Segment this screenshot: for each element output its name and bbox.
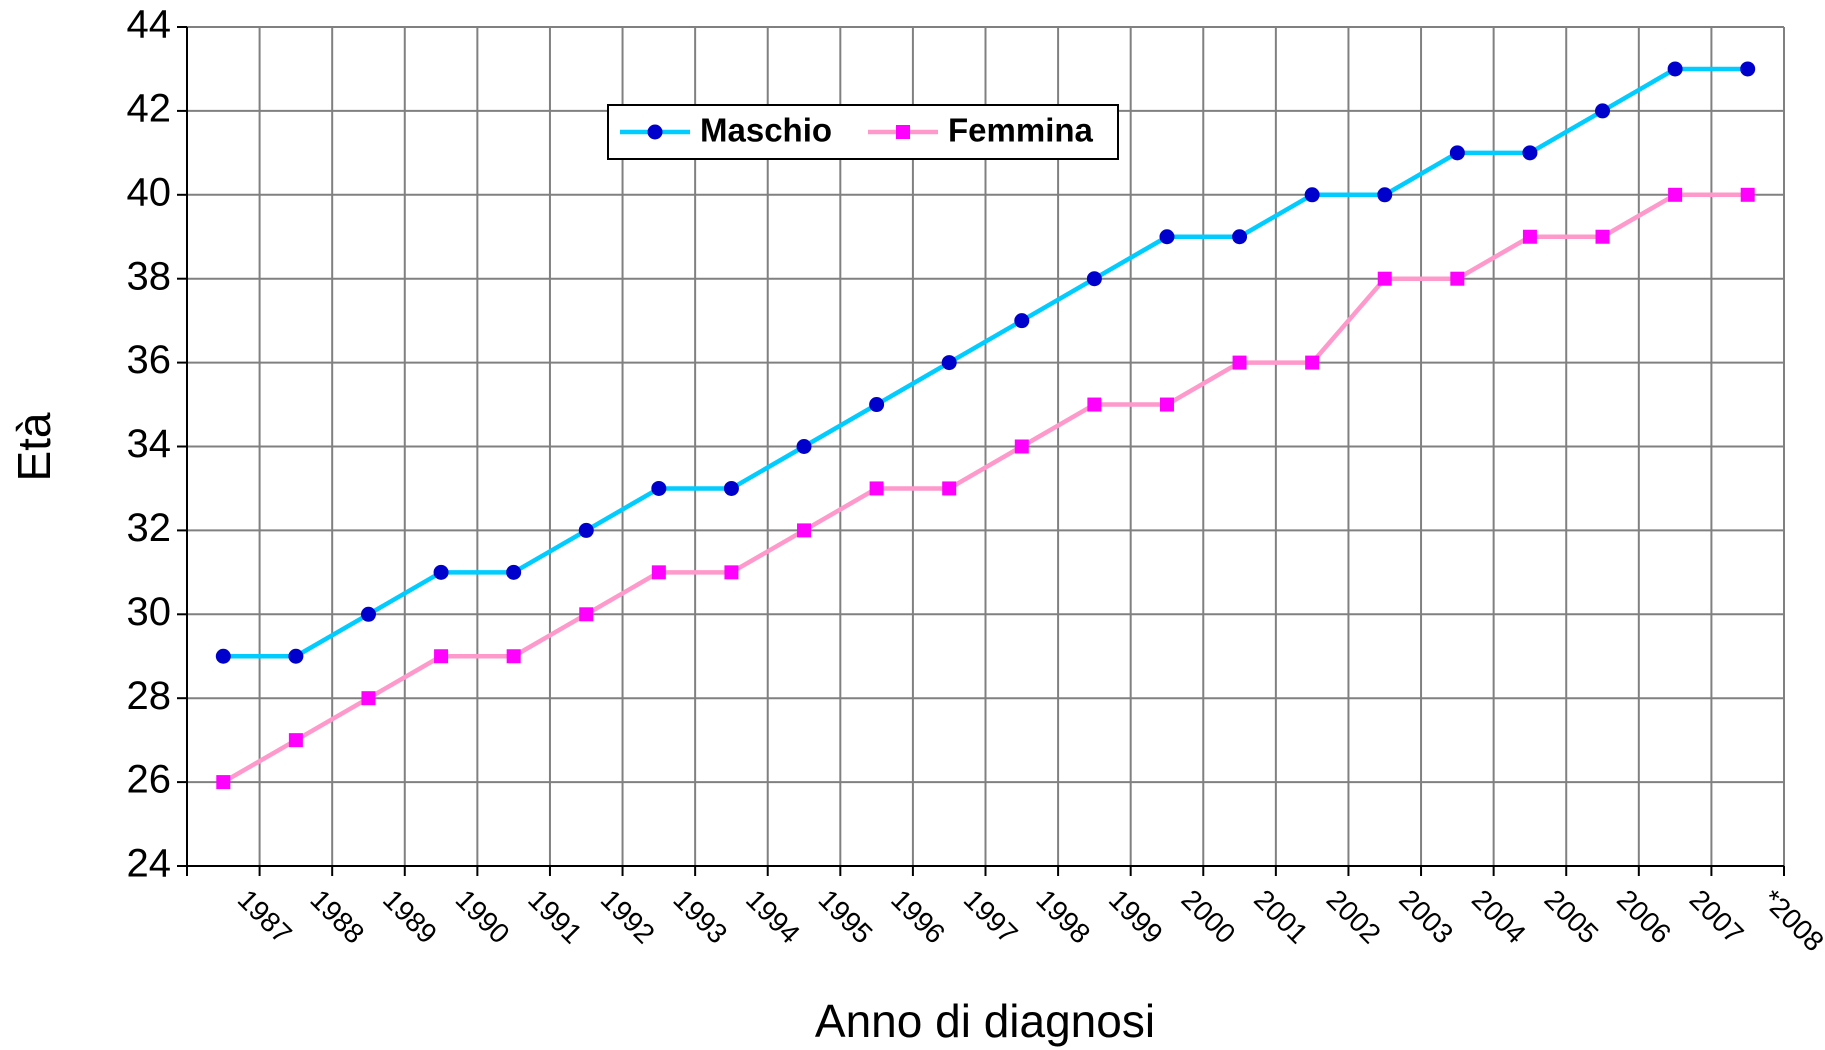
marker [361, 691, 376, 706]
y-tick-label: 26 [127, 758, 172, 802]
legend-box [607, 104, 1119, 160]
marker [288, 648, 304, 664]
marker [215, 648, 231, 664]
legend-marker [896, 125, 910, 139]
marker [1087, 397, 1102, 412]
marker [1522, 145, 1538, 161]
y-tick-label: 38 [127, 254, 172, 298]
marker [1159, 229, 1175, 245]
marker [1667, 61, 1683, 77]
y-axis-title: Età [8, 412, 60, 481]
y-tick-label: 42 [127, 86, 172, 130]
marker [1232, 229, 1248, 245]
y-tick-label: 36 [127, 338, 172, 382]
marker [1740, 61, 1756, 77]
marker [360, 606, 376, 622]
marker [941, 355, 957, 371]
marker [1595, 229, 1610, 244]
y-tick-label: 44 [127, 3, 172, 47]
marker [797, 523, 812, 538]
y-tick-label: 34 [127, 422, 172, 466]
legend-label: Femmina [948, 112, 1094, 149]
marker [1014, 313, 1030, 329]
marker [1159, 397, 1174, 412]
y-tick-label: 24 [127, 842, 172, 886]
marker [1450, 271, 1465, 286]
marker [506, 649, 521, 664]
marker [1304, 187, 1320, 203]
marker [579, 607, 594, 622]
marker [1740, 187, 1755, 202]
marker [1305, 355, 1320, 370]
legend-marker [647, 124, 663, 140]
marker [1377, 187, 1393, 203]
marker [869, 481, 884, 496]
series-line [222, 192, 1748, 785]
marker [1377, 271, 1392, 286]
marker [723, 480, 739, 496]
marker [1086, 271, 1102, 287]
marker [216, 775, 231, 790]
marker [578, 522, 594, 538]
marker [1014, 439, 1029, 454]
legend-label: Maschio [700, 112, 832, 149]
marker [1522, 229, 1537, 244]
marker [942, 481, 957, 496]
marker [506, 564, 522, 580]
x-axis-title: Anno di diagnosi [815, 995, 1155, 1047]
y-tick-label: 30 [127, 590, 172, 634]
marker [434, 649, 449, 664]
marker [1232, 355, 1247, 370]
marker [1668, 187, 1683, 202]
marker [1449, 145, 1465, 161]
marker [796, 439, 812, 454]
marker [1595, 103, 1611, 119]
y-tick-label: 32 [127, 506, 172, 550]
marker [288, 733, 303, 748]
marker [433, 564, 449, 580]
y-tick-label: 40 [127, 170, 172, 214]
series-line [223, 66, 1748, 659]
y-tick-label: 28 [127, 674, 172, 718]
marker [651, 480, 667, 496]
marker [869, 397, 885, 413]
marker [651, 565, 666, 580]
marker [724, 565, 739, 580]
